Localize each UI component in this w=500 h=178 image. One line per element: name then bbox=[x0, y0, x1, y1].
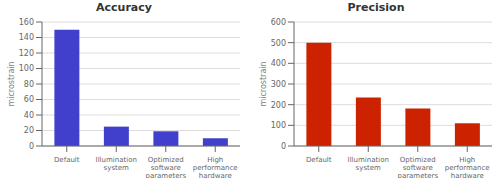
svg-text:60: 60 bbox=[24, 95, 34, 104]
svg-text:Highperformancehardware: Highperformancehardware bbox=[193, 156, 238, 178]
svg-text:600: 600 bbox=[271, 18, 286, 27]
svg-text:100: 100 bbox=[19, 64, 34, 73]
svg-text:Optimizedsoftwareparameters: Optimizedsoftwareparameters bbox=[145, 156, 186, 178]
svg-text:Default: Default bbox=[306, 156, 332, 164]
svg-text:Default: Default bbox=[54, 156, 80, 164]
svg-text:microstrain: microstrain bbox=[8, 61, 16, 106]
svg-text:microstrain: microstrain bbox=[259, 61, 268, 106]
svg-text:400: 400 bbox=[271, 59, 286, 68]
svg-text:140: 140 bbox=[19, 33, 34, 42]
svg-text:80: 80 bbox=[24, 80, 34, 89]
svg-text:200: 200 bbox=[271, 101, 286, 110]
svg-text:20: 20 bbox=[24, 126, 34, 135]
svg-text:160: 160 bbox=[19, 18, 34, 27]
svg-text:Optimizedsoftwareparameters: Optimizedsoftwareparameters bbox=[397, 156, 438, 178]
svg-text:500: 500 bbox=[271, 39, 286, 48]
svg-text:Highperformancehardware: Highperformancehardware bbox=[445, 156, 490, 178]
html-text:Precision: Precision bbox=[347, 1, 405, 14]
svg-text:Illuminationsystem: Illuminationsystem bbox=[96, 156, 137, 172]
svg-text:Illuminationsystem: Illuminationsystem bbox=[348, 156, 389, 172]
svg-text:300: 300 bbox=[271, 80, 286, 89]
svg-text:0: 0 bbox=[29, 142, 34, 151]
svg-text:0: 0 bbox=[281, 142, 286, 151]
svg-text:120: 120 bbox=[19, 49, 34, 58]
svg-text:100: 100 bbox=[271, 121, 286, 130]
svg-text:40: 40 bbox=[24, 111, 34, 120]
html-text:Accuracy: Accuracy bbox=[96, 1, 152, 14]
